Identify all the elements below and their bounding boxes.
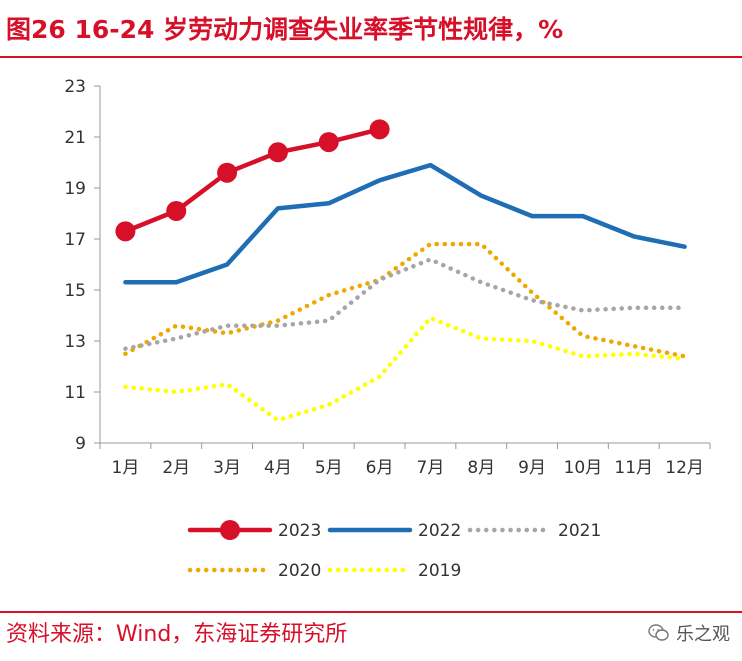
y-tick-label: 17 <box>64 230 86 250</box>
series-line-2023 <box>123 127 382 234</box>
data-point-2023 <box>217 162 238 183</box>
series-line-2022 <box>123 162 687 285</box>
legend-label-2023: 2023 <box>278 521 321 541</box>
data-point-2023 <box>115 221 136 242</box>
chart-legend: 2023 2022 2021 2020 2019 <box>187 520 601 581</box>
y-tick-label: 13 <box>64 332 86 352</box>
data-point-2023 <box>369 119 390 140</box>
line-chart: 9 11 13 15 17 19 21 23 1月 2月 3月 4月 5月 6月 7月 8月 9月 10月 11月 1… <box>64 77 711 581</box>
x-tick-label: 5月 <box>315 458 343 478</box>
x-tick-label: 4月 <box>264 458 292 478</box>
wechat-icon <box>648 624 669 641</box>
data-point-2023 <box>267 142 288 163</box>
legend-marker-2023 <box>220 520 240 540</box>
x-tick-label: 11月 <box>614 458 653 478</box>
legend-label-2022: 2022 <box>418 521 461 541</box>
series-layer <box>115 119 687 423</box>
x-tick-label: 10月 <box>564 458 603 478</box>
x-tick-label: 9月 <box>518 458 546 478</box>
watermark-text: 乐之观 <box>676 624 730 645</box>
source-note: 资料来源：Wind，东海证券研究所 <box>6 622 348 647</box>
x-tick-label: 8月 <box>467 458 495 478</box>
y-tick-label: 11 <box>64 383 86 403</box>
y-tick-label: 15 <box>64 281 86 301</box>
y-tick-label: 19 <box>64 179 86 199</box>
x-tick-label: 7月 <box>417 458 445 478</box>
x-tick-label: 1月 <box>112 458 140 478</box>
y-tick-label: 9 <box>75 434 86 454</box>
series-line-2020 <box>123 241 687 359</box>
y-tick-label: 21 <box>64 128 86 148</box>
y-tick-label: 23 <box>64 77 86 97</box>
data-point-2023 <box>166 200 187 221</box>
legend-label-2020: 2020 <box>278 561 321 581</box>
legend-label-2021: 2021 <box>558 521 601 541</box>
chart-axes: 9 11 13 15 17 19 21 23 1月 2月 3月 4月 5月 6月 7月 8月 9月 10月 11月 1… <box>64 77 711 478</box>
title-divider <box>0 56 742 58</box>
data-point-2023 <box>318 132 339 153</box>
x-tick-label: 12月 <box>665 458 704 478</box>
x-tick-label: 2月 <box>162 458 190 478</box>
chart-title: 图26 16-24 岁劳动力调查失业率季节性规律，% <box>6 15 564 44</box>
watermark: 乐之观 <box>648 620 730 646</box>
legend-label-2019: 2019 <box>418 561 461 581</box>
x-tick-label: 3月 <box>213 458 241 478</box>
footer-divider <box>0 611 742 613</box>
series-line-2019 <box>123 315 687 423</box>
x-tick-label: 6月 <box>366 458 394 478</box>
series-line-2021 <box>123 257 687 351</box>
